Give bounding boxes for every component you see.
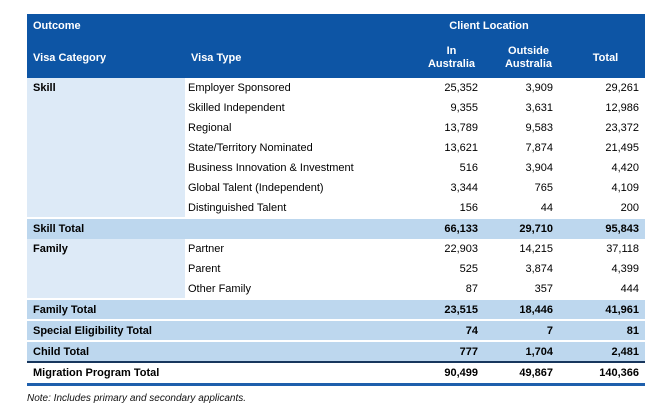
in-australia-value: 87 bbox=[465, 282, 478, 295]
total-value: 95,843 bbox=[605, 223, 640, 235]
header-spacer-cell bbox=[566, 14, 646, 38]
total-value: 2,481 bbox=[611, 345, 640, 358]
skill-category-cell: Skill bbox=[27, 78, 185, 218]
table-row: Family Partner 22,903 14,215 37,118 bbox=[27, 239, 646, 299]
total-value: 21,495 bbox=[605, 142, 640, 154]
footnote: Note: Includes primary and secondary app… bbox=[27, 393, 247, 404]
visa-type-cell: Business Innovation & Investment bbox=[188, 162, 354, 174]
outside-australia-value: 29,710 bbox=[519, 223, 554, 235]
total-value: 37,118 bbox=[606, 243, 640, 255]
visa-type-cell: Distinguished Talent bbox=[188, 201, 287, 214]
header-row-columns: Visa Category Visa Type In Australia Out… bbox=[27, 38, 646, 78]
skill-total-label: Skill Total bbox=[33, 223, 85, 235]
in-australia-value: 156 bbox=[459, 201, 478, 214]
total-value: 4,109 bbox=[611, 182, 640, 194]
family-total-row: Family Total 23,515 18,446 41,961 bbox=[27, 299, 646, 320]
outside-australia-header-label: Outside Australia bbox=[504, 45, 553, 70]
outside-australia-value: 49,867 bbox=[519, 366, 554, 379]
total-value: 444 bbox=[620, 282, 640, 295]
total-value: 23,372 bbox=[605, 122, 640, 134]
in-australia-value: 25,352 bbox=[444, 82, 478, 94]
outside-australia-value: 44 bbox=[540, 201, 554, 214]
in-australia-value: 777 bbox=[459, 345, 478, 358]
total-value: 12,986 bbox=[605, 102, 640, 114]
visa-type-cell: State/Territory Nominated bbox=[188, 142, 313, 154]
total-value: 140,366 bbox=[599, 366, 640, 379]
outside-australia-value: 3,909 bbox=[525, 82, 554, 94]
migration-program-total-row: Migration Program Total 90,499 49,867 14… bbox=[27, 362, 646, 384]
child-total-label: Child Total bbox=[33, 345, 90, 358]
visa-type-cell: Partner bbox=[188, 243, 225, 255]
visa-type-header-cell: Visa Type bbox=[185, 38, 412, 78]
total-value: 4,420 bbox=[611, 162, 640, 174]
outside-australia-value: 3,874 bbox=[525, 263, 554, 275]
outside-australia-header-cell: Outside Australia bbox=[491, 38, 567, 78]
outside-australia-value: 14,215 bbox=[519, 243, 554, 255]
visa-type-cell: Parent bbox=[188, 263, 221, 275]
outside-australia-value: 9,583 bbox=[525, 122, 554, 134]
in-australia-value: 13,789 bbox=[444, 122, 478, 134]
outside-australia-value: 3,904 bbox=[525, 162, 554, 174]
visa-type-cell: Skilled Independent bbox=[188, 102, 285, 114]
in-australia-header-cell: In Australia bbox=[412, 38, 491, 78]
outside-australia-value: 765 bbox=[534, 182, 554, 194]
visa-type-cell: Regional bbox=[188, 122, 232, 134]
outside-australia-value: 1,704 bbox=[525, 345, 554, 358]
special-eligibility-total-label: Special Eligibility Total bbox=[33, 324, 152, 337]
in-australia-value: 516 bbox=[459, 162, 478, 174]
total-value: 81 bbox=[626, 324, 640, 337]
outside-australia-value: 7 bbox=[546, 324, 554, 337]
migration-program-total-label: Migration Program Total bbox=[33, 366, 160, 379]
family-category-cell: Family bbox=[27, 239, 185, 299]
total-value: 200 bbox=[620, 201, 640, 214]
outcome-header-cell: Outcome bbox=[27, 14, 412, 38]
total-value: 41,961 bbox=[605, 303, 640, 316]
in-australia-value: 525 bbox=[459, 263, 478, 275]
outside-australia-value: 18,446 bbox=[519, 303, 554, 316]
total-value: 4,399 bbox=[611, 263, 640, 275]
in-australia-header-label: In Australia bbox=[427, 45, 476, 70]
family-total-label: Family Total bbox=[33, 303, 97, 316]
migration-program-table: Outcome Client Location Visa Category Vi… bbox=[27, 14, 646, 386]
outside-australia-value: 3,631 bbox=[525, 102, 554, 114]
in-australia-value: 3,344 bbox=[450, 182, 478, 194]
in-australia-value: 13,621 bbox=[444, 142, 478, 154]
special-eligibility-total-row: Special Eligibility Total 74 7 81 bbox=[27, 320, 646, 341]
in-australia-value: 23,515 bbox=[444, 303, 478, 316]
table-body: Skill Employer Sponsored 25,352 3,909 29… bbox=[27, 78, 646, 384]
in-australia-value: 90,499 bbox=[444, 366, 478, 379]
skill-total-row: Skill Total 66,133 29,710 95,843 bbox=[27, 218, 646, 239]
outside-australia-value: 7,874 bbox=[525, 142, 554, 154]
visa-type-cell: Employer Sponsored bbox=[188, 82, 291, 94]
child-total-row: Child Total 777 1,704 2,481 bbox=[27, 341, 646, 362]
visa-type-cell: Other Family bbox=[188, 282, 251, 295]
in-australia-value: 9,355 bbox=[450, 102, 478, 114]
outside-australia-value: 357 bbox=[534, 282, 554, 295]
total-value: 29,261 bbox=[605, 82, 640, 94]
in-australia-value: 22,903 bbox=[444, 243, 478, 255]
client-location-header-cell: Client Location bbox=[412, 14, 567, 38]
table-row: Skill Employer Sponsored 25,352 3,909 29… bbox=[27, 78, 646, 218]
in-australia-value: 74 bbox=[465, 324, 478, 337]
header-row-group: Outcome Client Location bbox=[27, 14, 646, 38]
total-header-cell: Total bbox=[566, 38, 646, 78]
table-header: Outcome Client Location Visa Category Vi… bbox=[27, 14, 646, 78]
visa-type-cell: Global Talent (Independent) bbox=[188, 182, 324, 194]
in-australia-value: 66,133 bbox=[444, 223, 478, 235]
visa-category-header-cell: Visa Category bbox=[27, 38, 185, 78]
